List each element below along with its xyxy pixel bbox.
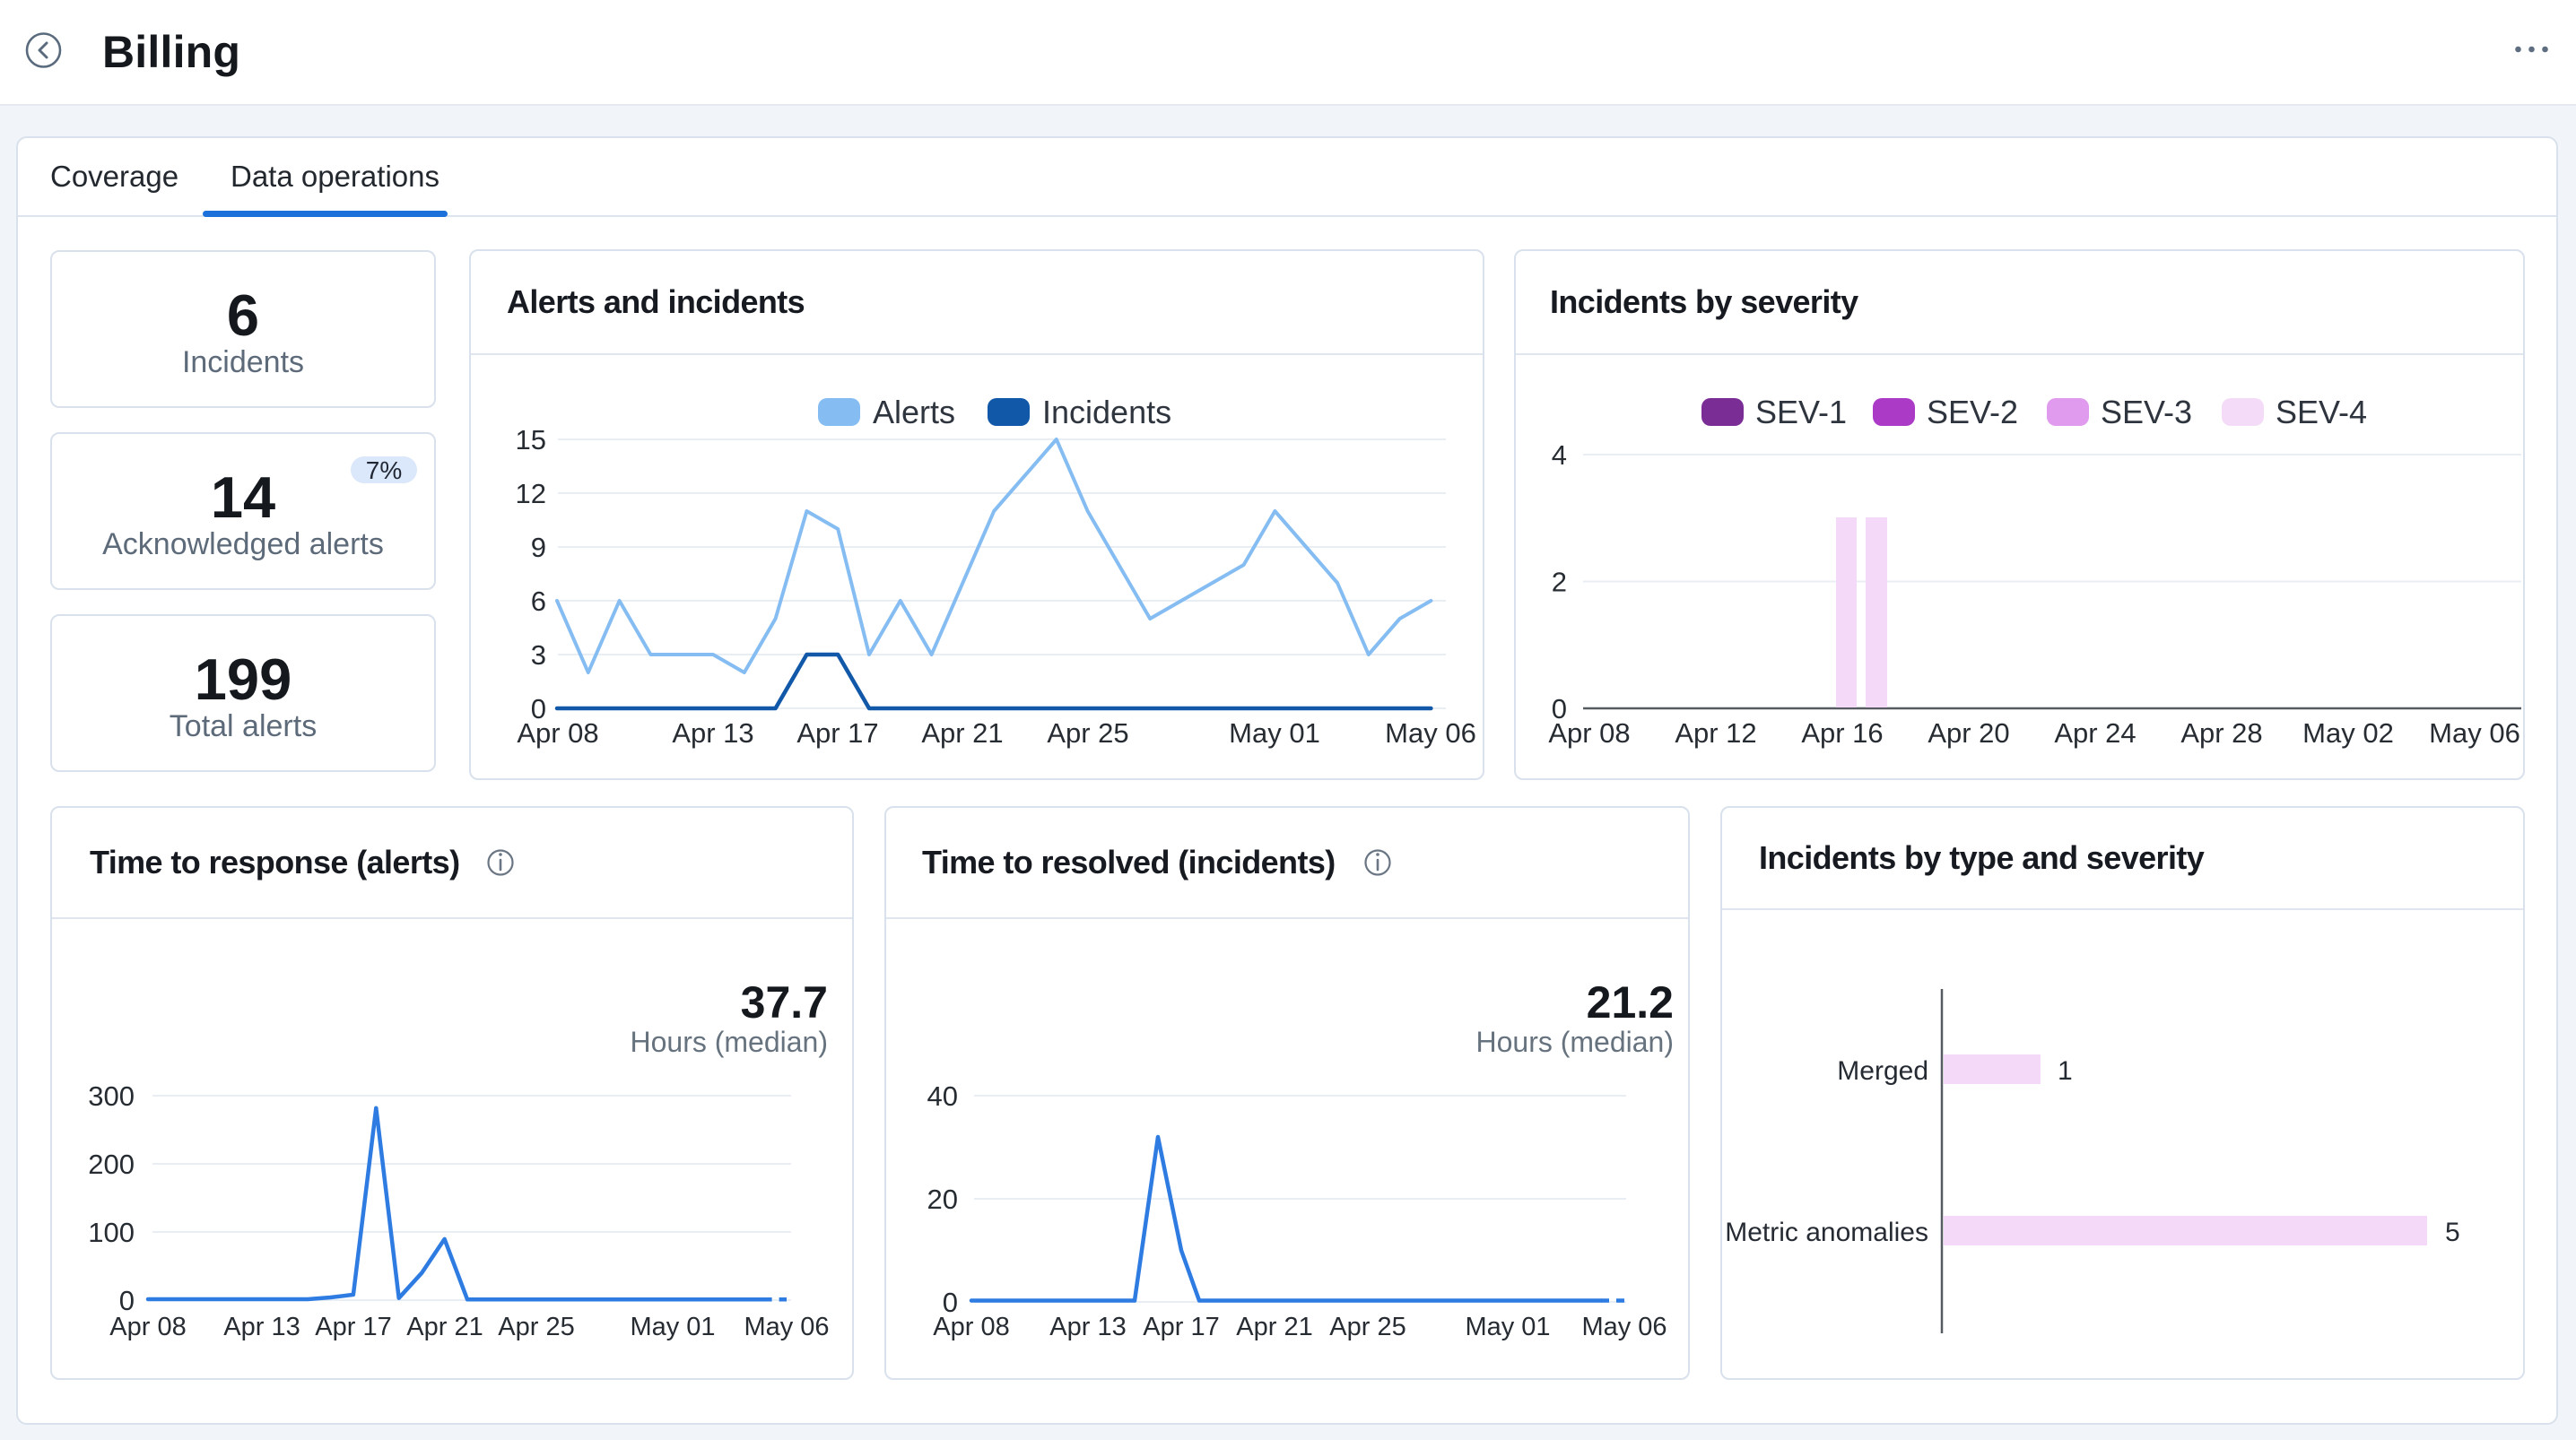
- svg-text:5: 5: [2445, 1218, 2460, 1247]
- svg-text:2: 2: [1552, 567, 1567, 598]
- svg-text:May 02: May 02: [2302, 717, 2394, 749]
- svg-text:Apr 28: Apr 28: [2180, 717, 2262, 749]
- svg-text:6: 6: [531, 586, 546, 617]
- svg-text:4: 4: [1552, 439, 1567, 471]
- svg-text:May 06: May 06: [1385, 717, 1476, 749]
- svg-text:SEV-3: SEV-3: [2101, 394, 2192, 430]
- svg-text:SEV-4: SEV-4: [2276, 394, 2367, 430]
- svg-text:Apr 08: Apr 08: [109, 1313, 186, 1341]
- svg-text:Apr 08: Apr 08: [933, 1313, 1009, 1341]
- svg-text:Apr 12: Apr 12: [1675, 717, 1756, 749]
- svg-text:Apr 13: Apr 13: [672, 717, 753, 749]
- svg-text:Apr 25: Apr 25: [1047, 717, 1128, 749]
- svg-text:SEV-1: SEV-1: [1755, 394, 1847, 430]
- svg-text:Apr 13: Apr 13: [1049, 1313, 1126, 1341]
- svg-text:May 06: May 06: [2429, 717, 2520, 749]
- svg-text:May 06: May 06: [1581, 1313, 1667, 1341]
- svg-text:Apr 17: Apr 17: [1143, 1313, 1219, 1341]
- svg-text:21.2: 21.2: [1587, 977, 1674, 1028]
- svg-text:40: 40: [927, 1080, 958, 1112]
- svg-text:Apr 25: Apr 25: [1329, 1313, 1405, 1341]
- svg-text:0: 0: [531, 693, 546, 724]
- svg-text:May 01: May 01: [1465, 1313, 1550, 1341]
- svg-text:Apr 08: Apr 08: [1548, 717, 1630, 749]
- svg-text:Apr 17: Apr 17: [796, 717, 878, 749]
- svg-text:9: 9: [531, 532, 546, 563]
- svg-text:37.7: 37.7: [741, 977, 828, 1028]
- svg-text:0: 0: [1552, 693, 1567, 724]
- svg-text:Apr 25: Apr 25: [498, 1313, 574, 1341]
- svg-text:Hours (median): Hours (median): [630, 1026, 828, 1058]
- svg-text:Apr 20: Apr 20: [1928, 717, 2009, 749]
- svg-text:1: 1: [2058, 1056, 2073, 1086]
- svg-text:3: 3: [531, 639, 546, 671]
- svg-text:Apr 24: Apr 24: [2054, 717, 2136, 749]
- svg-text:May 01: May 01: [630, 1313, 715, 1341]
- svg-text:May 06: May 06: [744, 1313, 829, 1341]
- svg-text:Apr 21: Apr 21: [406, 1313, 483, 1341]
- svg-text:0: 0: [943, 1287, 958, 1318]
- svg-text:Apr 16: Apr 16: [1801, 717, 1883, 749]
- svg-text:Apr 21: Apr 21: [1236, 1313, 1312, 1341]
- svg-text:SEV-2: SEV-2: [1927, 394, 2018, 430]
- svg-text:May 01: May 01: [1229, 717, 1320, 749]
- svg-text:Alerts: Alerts: [873, 394, 955, 430]
- svg-text:20: 20: [927, 1184, 958, 1215]
- svg-text:Merged: Merged: [1837, 1056, 1928, 1086]
- svg-text:15: 15: [516, 424, 546, 455]
- svg-text:12: 12: [516, 478, 546, 509]
- svg-text:Apr 17: Apr 17: [315, 1313, 391, 1341]
- svg-text:300: 300: [88, 1080, 135, 1112]
- svg-text:Apr 21: Apr 21: [921, 717, 1003, 749]
- svg-text:100: 100: [88, 1217, 135, 1248]
- svg-text:Incidents: Incidents: [1042, 394, 1171, 430]
- svg-text:200: 200: [88, 1149, 135, 1180]
- svg-text:Hours (median): Hours (median): [1475, 1026, 1674, 1058]
- svg-text:Metric anomalies: Metric anomalies: [1725, 1218, 1928, 1247]
- svg-text:0: 0: [119, 1285, 135, 1316]
- svg-text:Apr 13: Apr 13: [223, 1313, 300, 1341]
- svg-text:Apr 08: Apr 08: [517, 717, 598, 749]
